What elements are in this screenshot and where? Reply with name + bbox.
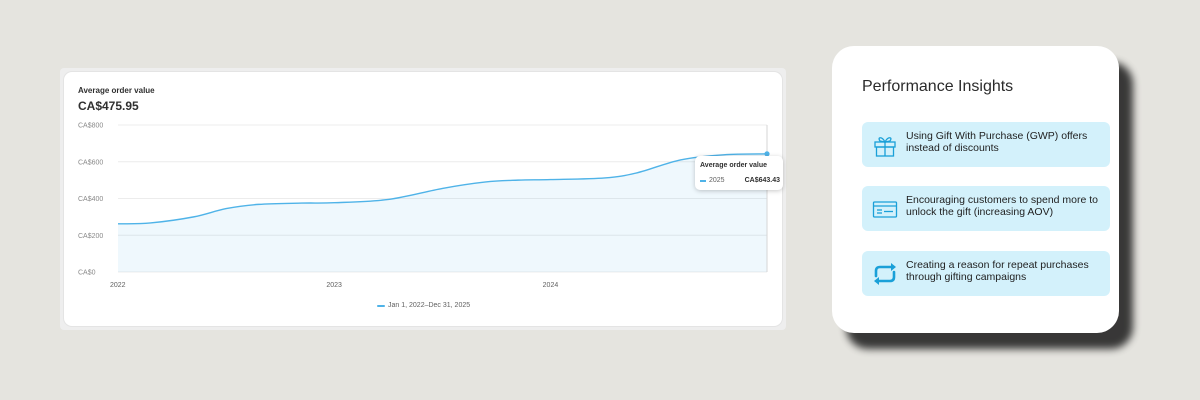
x-tick-label: 2024 [543,282,559,289]
insight-item-repeat: Creating a reason for repeat purchases t… [862,251,1110,296]
insight-text: Using Gift With Purchase (GWP) offers in… [906,130,1088,154]
tooltip-title: Average order value [700,162,768,169]
chart-tooltip: Average order value 2025 CA$643.43 [695,156,783,190]
tooltip-series: 2025 [709,177,725,184]
y-tick-label: CA$0 [78,270,96,277]
insight-text: Encouraging customers to spend more to u… [906,194,1099,218]
tooltip-value: CA$643.43 [744,177,780,184]
repeat-icon [874,263,896,285]
area-fill [118,153,767,272]
tooltip-swatch [700,180,706,182]
chart-legend[interactable]: Jan 1, 2022–Dec 31, 2025 [377,302,470,309]
legend-swatch [377,304,385,307]
insight-item-aov: Encouraging customers to spend more to u… [862,186,1110,231]
y-tick-label: CA$400 [78,196,103,203]
insight-text: Creating a reason for repeat purchases t… [906,259,1089,283]
gift-icon [874,137,896,157]
data-point-hover[interactable] [764,151,770,157]
x-tick-label: 2022 [110,282,126,289]
series-line[interactable] [117,153,768,225]
metric-value: CA$475.95 [78,99,139,113]
y-tick-label: CA$800 [78,123,103,130]
y-tick-label: CA$200 [78,233,103,240]
insights-title: Performance Insights [862,78,1014,95]
y-tick-label: CA$600 [78,159,103,166]
x-tick-label: 2023 [326,282,342,289]
insights-card: Performance Insights Using Gift With Pur… [832,46,1119,333]
metric-title: Average order value [78,86,155,95]
legend-label: Jan 1, 2022–Dec 31, 2025 [388,302,471,309]
insight-item-gwp: Using Gift With Purchase (GWP) offers in… [862,122,1110,167]
card-icon [872,201,898,218]
